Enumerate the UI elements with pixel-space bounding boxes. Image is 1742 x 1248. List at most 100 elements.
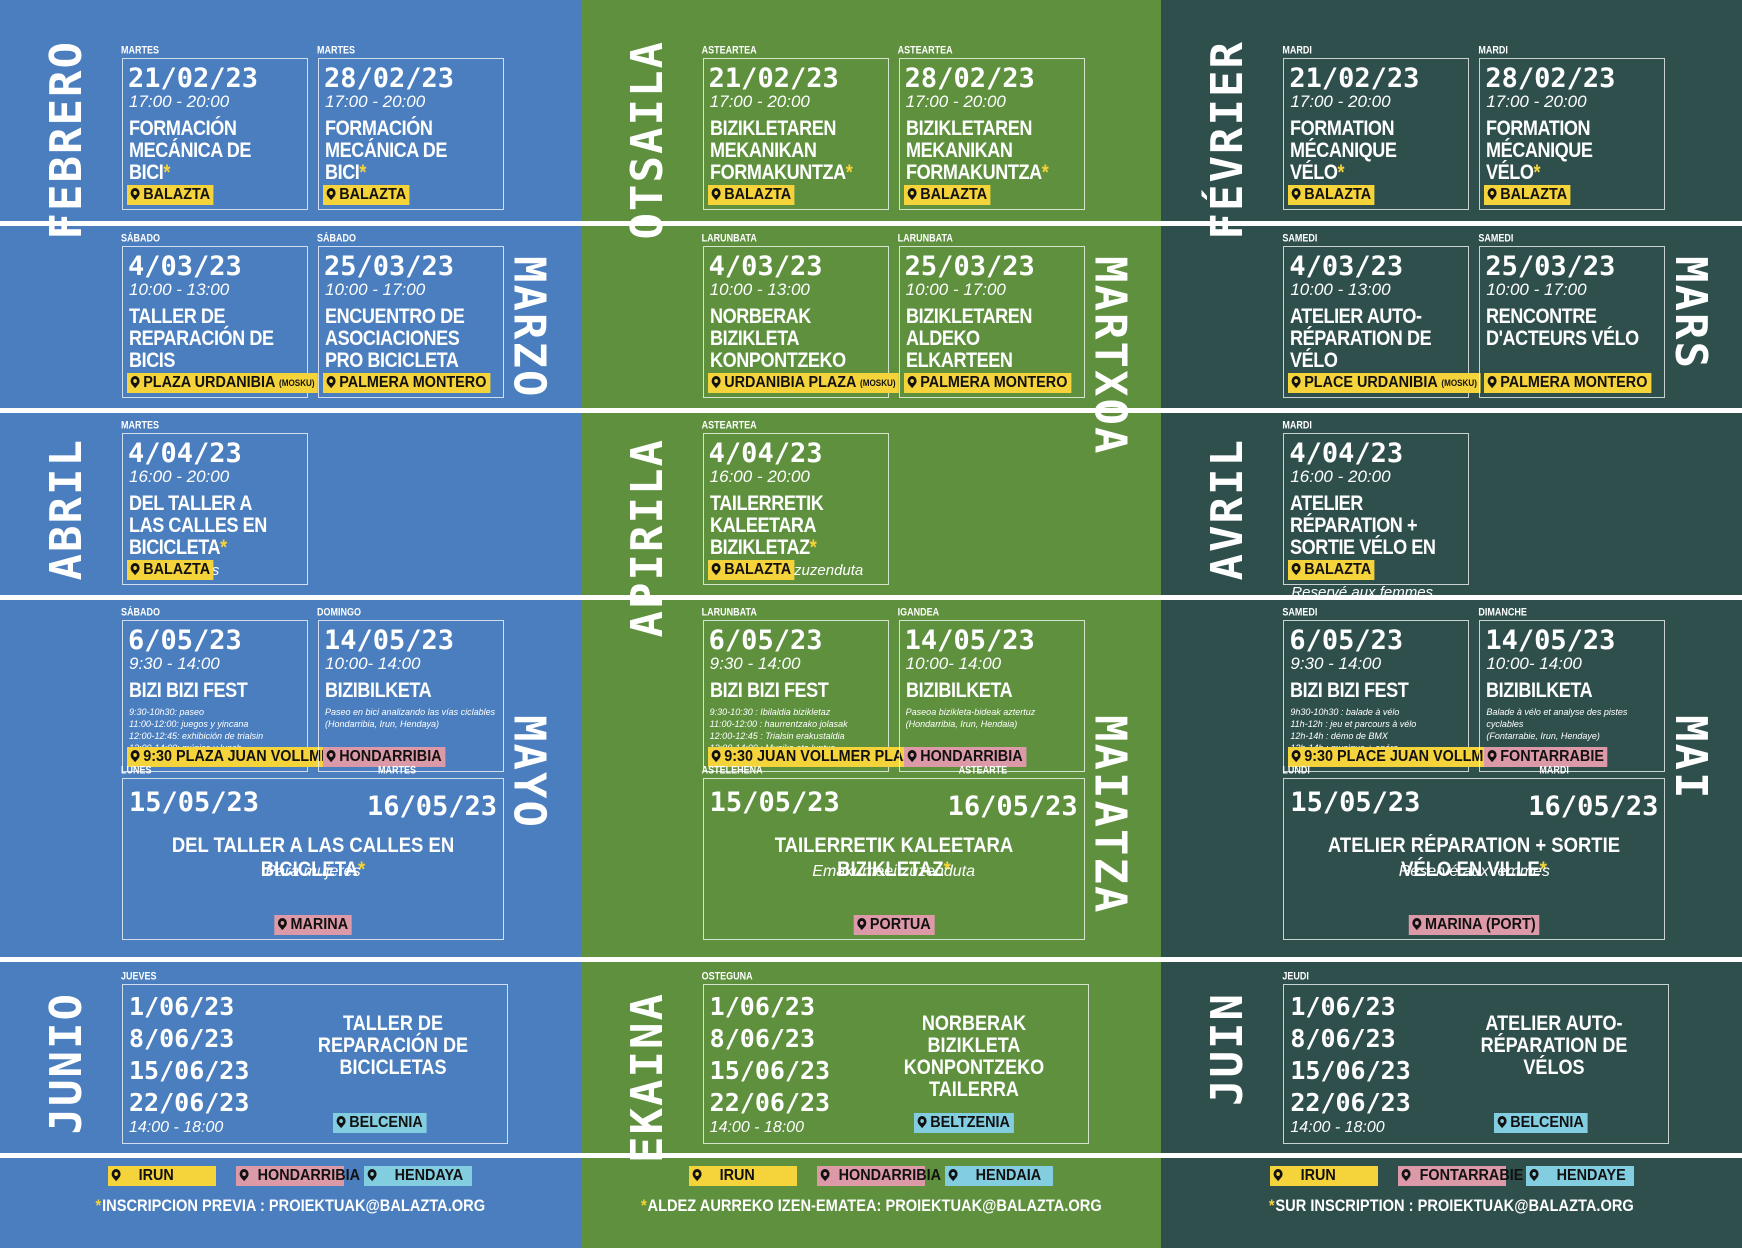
event-weekday: LUNDI xyxy=(1282,764,1310,776)
event-date: 14/05/23 xyxy=(324,625,455,656)
event-card[interactable]: ASTEARTEA 4/04/23 16:00 - 20:00 TAILERRETIK… xyxy=(702,419,889,585)
event-date: 8/06/23 xyxy=(129,1024,235,1053)
location-name: PALMERA MONTERO xyxy=(339,374,487,391)
location-name: BALAZTA xyxy=(143,561,211,578)
location-pin-icon xyxy=(337,1116,346,1130)
event-time: 9:30 - 14:00 xyxy=(1290,654,1382,673)
event-weekday: LARUNBATA xyxy=(701,232,757,244)
event-card[interactable]: LARUNBATA 25/03/23 10:00 - 17:00 BIZIKLETAR… xyxy=(898,232,1085,398)
event-weekday: MARTES xyxy=(121,419,159,431)
event-card[interactable]: DIMANCHE 14/05/23 10:00- 14:00 BIZIBILKETA B… xyxy=(1478,606,1666,772)
event-date: 15/06/23 xyxy=(709,1056,831,1085)
location-name: MARINA xyxy=(290,916,349,933)
event-card-wide[interactable]: LUNES MARTES 15/05/23 16/05/23 DEL TALLER A … xyxy=(121,764,504,940)
event-card[interactable]: DOMINGO 14/05/23 10:00- 14:00 BIZIBILKETA Pa… xyxy=(317,606,504,772)
location-tag: BALAZTA xyxy=(1288,560,1376,580)
location-tag: PALMERA MONTERO xyxy=(1484,373,1652,393)
event-time: 10:00- 14:00 xyxy=(905,654,1002,673)
month-section: MAIATZA LARUNBATA 6/05/23 9:30 - 14:00 BIZI … xyxy=(580,600,1162,962)
location-name: 9:30 PLAZA JUAN VOLLMER xyxy=(143,748,342,765)
event-time: 17:00 - 20:00 xyxy=(905,92,1006,111)
location-pin-icon xyxy=(278,918,287,932)
event-card[interactable]: MARTES 28/02/23 17:00 - 20:00 FORMACIÓN MEC… xyxy=(317,44,504,210)
event-card[interactable]: SAMEDI 4/03/23 10:00 - 13:00 ATELIER AUTO-R… xyxy=(1282,232,1481,398)
event-card[interactable]: MARTES 21/02/23 17:00 - 20:00 FORMACIÓN MEC… xyxy=(121,44,308,210)
event-time: 16:00 - 20:00 xyxy=(129,467,230,486)
event-title: FORMACIÓN MECÁNICA DE BICI* xyxy=(325,118,478,184)
event-title: BIZIKLETAREN MEKANIKAN FORMAKUNTZA* xyxy=(710,118,863,184)
event-card[interactable]: ASTEARTEA 28/02/23 17:00 - 20:00 BIZIKLETAR… xyxy=(898,44,1085,210)
event-card[interactable]: MARDI 4/04/23 16:00 - 20:00 ATELIER RÉPARAT… xyxy=(1282,419,1470,601)
month-label: MARZO xyxy=(503,256,555,399)
month-label: MARS xyxy=(1665,256,1717,370)
event-detail-line: 11:00-12:00 : haurrentzako jolasak xyxy=(709,719,848,729)
location-pin-icon xyxy=(949,1169,958,1183)
event-card-wide[interactable]: ASTELEHENA ASTEARTE 15/05/23 16/05/23 TAILER… xyxy=(702,764,1085,940)
location-tag: MARINA xyxy=(274,915,352,935)
location-pin-icon xyxy=(1529,1169,1538,1183)
asterisk-mark: * xyxy=(163,161,171,184)
location-tag: PORTUA xyxy=(853,915,934,935)
event-date-end: 16/05/23 xyxy=(366,791,497,822)
event-card[interactable]: SÁBADO 4/03/23 10:00 - 13:00 TALLER DE REPA… xyxy=(121,232,319,398)
event-card[interactable]: SÁBADO 6/05/23 9:30 - 14:00 BIZI BIZI FEST 9… xyxy=(121,606,345,772)
event-card[interactable]: ASTEARTEA 21/02/23 17:00 - 20:00 BIZIKLETAR… xyxy=(702,44,889,210)
location-extra: (MOSKU) xyxy=(859,378,896,388)
event-title-text: FORMATION MÉCANIQUE VÉLO xyxy=(1290,117,1397,184)
event-date: 25/03/23 xyxy=(904,251,1035,282)
event-title-text: ATELIER RÉPARATION + SORTIE VÉLO EN VILL… xyxy=(1328,834,1621,881)
event-title: BIZIBILKETA xyxy=(906,680,1059,702)
location-pin-icon xyxy=(1498,1116,1507,1130)
event-weekday: SÁBADO xyxy=(121,606,161,618)
location-tag: PALMERA MONTERO xyxy=(903,373,1071,393)
event-weekday: MARDI xyxy=(1478,44,1508,56)
event-card[interactable]: MARDI 21/02/23 17:00 - 20:00 FORMATION MÉCA… xyxy=(1282,44,1470,210)
event-weekday: MARDI xyxy=(1282,44,1312,56)
location-tag: HONDARRIBIA xyxy=(323,747,446,767)
location-tag: FONTARRABIE xyxy=(1484,747,1608,767)
month-label: FÉVRIER xyxy=(1202,40,1254,240)
event-card-june[interactable]: JEUDI 1/06/23 8/06/23 15/06/23 22/06/23 14:00… xyxy=(1282,970,1670,1144)
location-legend: IRUN HONDARRIBIA HENDAYA xyxy=(0,1166,581,1186)
event-weekday: DIMANCHE xyxy=(1478,606,1527,618)
asterisk-mark: * xyxy=(359,161,367,184)
month-label: ABRIL xyxy=(41,438,92,581)
event-card-june[interactable]: OSTEGUNA 1/06/23 8/06/23 15/06/23 22/06/23 14… xyxy=(702,970,1089,1144)
event-weekday: LARUNBATA xyxy=(897,232,953,244)
location-tag: 9:30 JUAN VOLLMER PLAZA xyxy=(707,747,926,767)
event-title: BIZI BIZI FEST xyxy=(129,680,282,702)
event-date: 22/06/23 xyxy=(1290,1088,1411,1117)
event-time: 10:00 - 17:00 xyxy=(905,280,1006,299)
event-card[interactable]: MARDI 28/02/23 17:00 - 20:00 FORMATION MÉCA… xyxy=(1478,44,1666,210)
event-date: 1/06/23 xyxy=(709,992,816,1021)
event-weekday: ASTEARTEA xyxy=(897,44,953,56)
event-card[interactable]: SÁBADO 25/03/23 10:00 - 17:00 ENCUENTRO DE … xyxy=(317,232,504,398)
event-detail-line: 11:00-12:00: juegos y yincana xyxy=(129,719,249,729)
location-name: BALAZTA xyxy=(723,561,791,578)
location-pin-icon xyxy=(112,1169,121,1183)
location-pin-icon xyxy=(1292,750,1301,764)
event-date: 14/05/23 xyxy=(1485,625,1616,656)
event-card[interactable]: SAMEDI 25/03/23 10:00 - 17:00 RENCONTRE D'A… xyxy=(1478,232,1666,398)
event-details: Paseoa bizikleta-bideak aztertuz (Hondarr… xyxy=(906,706,1084,730)
event-title: TALLER DE REPARACIÓN DE BICIS xyxy=(129,306,282,372)
location-name: BELCENIA xyxy=(1510,1114,1585,1131)
event-card-june[interactable]: JUEVES 1/06/23 8/06/23 15/06/23 22/06/23 14:0… xyxy=(121,970,508,1144)
event-dates: 1/06/23 8/06/23 15/06/23 22/06/23 14:00 - 18… xyxy=(1290,991,1410,1137)
event-time: 9:30 - 14:00 xyxy=(129,654,220,673)
event-note: Reservé aux femmes xyxy=(1291,584,1434,601)
event-title: TAILERRETIK KALEETARA BIZIKLETAZ* xyxy=(726,834,1060,882)
event-card[interactable]: LARUNBATA 4/03/23 10:00 - 13:00 NORBERAK BI… xyxy=(702,232,899,398)
location-name: BALAZTA xyxy=(919,186,987,203)
event-card[interactable]: LARUNBATA 6/05/23 9:30 - 14:00 BIZI BIZI FE… xyxy=(702,606,926,772)
location-pin-icon xyxy=(1488,376,1497,390)
event-card-wide[interactable]: LUNDI MARDI 15/05/23 16/05/23 ATELIER RÉPARA… xyxy=(1282,764,1666,940)
event-card[interactable]: SAMEDI 6/05/23 9:30 - 14:00 BIZI BIZI FEST 9… xyxy=(1282,606,1508,772)
event-card[interactable]: IGANDEA 14/05/23 10:00- 14:00 BIZIBILKETA Pa… xyxy=(898,606,1085,772)
event-detail-line: Paseo en bici analizando las vías ciclab… xyxy=(325,707,496,729)
event-card[interactable]: MARTES 4/04/23 16:00 - 20:00 DEL TALLER A L… xyxy=(121,419,308,585)
location-pin-icon xyxy=(131,563,140,577)
location-tag: HONDARRIBIA xyxy=(903,747,1026,767)
event-title-text: BIZI BIZI FEST xyxy=(709,679,829,702)
